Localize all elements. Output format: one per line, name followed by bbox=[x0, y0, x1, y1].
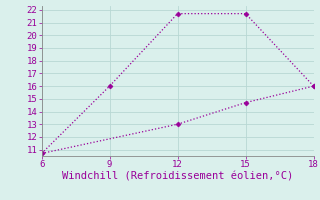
X-axis label: Windchill (Refroidissement éolien,°C): Windchill (Refroidissement éolien,°C) bbox=[62, 172, 293, 182]
